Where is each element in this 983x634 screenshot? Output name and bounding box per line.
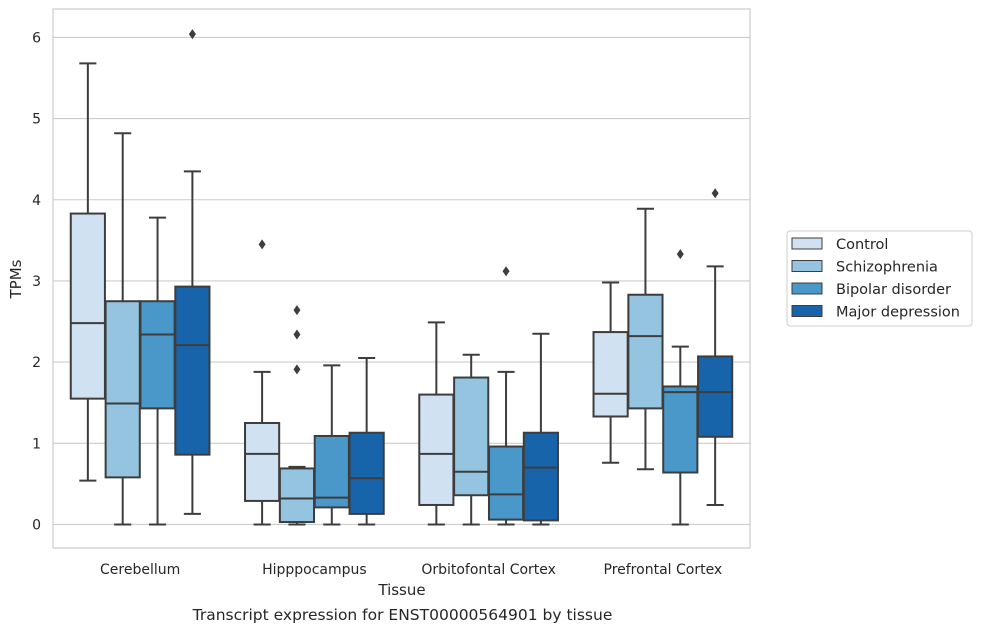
box-major-depression	[348, 357, 385, 526]
y-axis-label: TPMs	[7, 259, 25, 299]
y-tick-label: 5	[32, 112, 41, 128]
y-tick-label: 4	[32, 193, 41, 209]
box-control	[418, 321, 455, 526]
legend-swatch	[791, 237, 823, 250]
x-tick-label: Cerebellum	[100, 562, 180, 578]
legend-frame	[786, 230, 973, 327]
box-iqr	[69, 212, 106, 400]
y-tick-label: 2	[32, 355, 41, 371]
box-iqr	[348, 431, 385, 515]
x-tick-label: Hipppocampus	[262, 562, 367, 578]
box-bipolar-disorder	[139, 216, 176, 526]
outlier-point	[502, 266, 510, 277]
box-schizophrenia	[453, 353, 490, 526]
box-bipolar-disorder	[662, 249, 699, 526]
box-major-depression	[697, 188, 734, 506]
outlier-point	[293, 364, 301, 375]
box-schizophrenia	[104, 132, 141, 526]
box-major-depression	[174, 29, 211, 515]
box-control	[592, 281, 629, 464]
legend: Control Schizophrenia Bipolar disorder Majo…	[786, 230, 973, 327]
box-bipolar-disorder	[487, 266, 525, 526]
box-iqr	[418, 393, 455, 506]
y-tick-labels: 0 1 2 3 4 5 6	[32, 30, 41, 533]
legend-label: Major depression	[836, 305, 960, 321]
legend-label: Schizophrenia	[836, 260, 938, 276]
box-iqr	[174, 285, 211, 456]
outlier-point	[293, 305, 301, 316]
box-schizophrenia	[278, 305, 316, 526]
legend-swatch	[791, 260, 823, 272]
box-schizophrenia	[627, 207, 664, 471]
box-iqr	[487, 445, 525, 521]
box-major-depression	[522, 332, 559, 526]
box-iqr	[104, 300, 141, 479]
plot-area-frame	[52, 8, 751, 549]
legend-label: Control	[836, 237, 888, 253]
legend-swatch	[791, 305, 823, 317]
box-iqr	[139, 300, 176, 410]
outlier-point	[258, 239, 266, 250]
figure-caption: Transcript expression for ENST0000056490…	[192, 606, 613, 624]
box-iqr	[627, 293, 664, 410]
box-bipolar-disorder	[313, 364, 350, 526]
box-iqr	[278, 467, 316, 524]
box-iqr	[662, 385, 699, 474]
box-iqr	[592, 331, 629, 418]
box-iqr	[522, 431, 559, 522]
x-tick-labels: Cerebellum Hipppocampus Orbitofontal Corte…	[100, 562, 722, 578]
outlier-point	[293, 329, 301, 340]
outlier-point	[676, 249, 684, 260]
x-axis-label: Tissue	[377, 581, 425, 599]
legend-swatch	[791, 282, 823, 295]
x-tick-label: Prefrontal Cortex	[604, 562, 723, 578]
box-iqr	[453, 376, 490, 497]
y-tick-label: 1	[32, 436, 41, 452]
y-tick-label: 6	[32, 30, 41, 46]
legend-label: Bipolar disorder	[836, 282, 951, 298]
box-control	[244, 239, 281, 526]
outlier-point	[711, 188, 719, 199]
y-tick-label: 0	[32, 517, 41, 533]
box-control	[69, 62, 106, 482]
x-tick-label: Orbitofontal Cortex	[421, 562, 556, 578]
box-iqr	[244, 421, 281, 502]
box-iqr	[697, 355, 734, 438]
outlier-point	[188, 29, 196, 40]
box-groups	[69, 29, 734, 526]
y-tick-label: 3	[32, 274, 41, 290]
